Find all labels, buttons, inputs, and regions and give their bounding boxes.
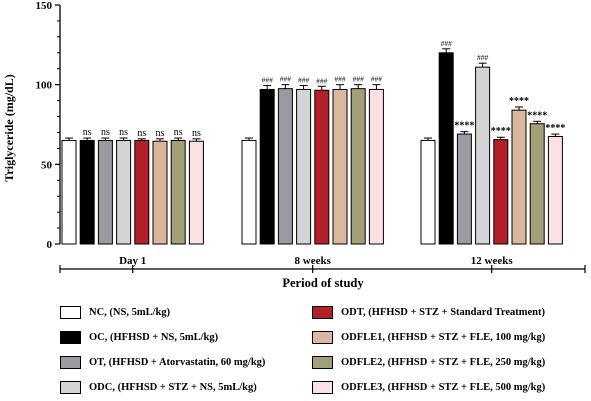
bar <box>116 139 132 245</box>
bar <box>134 139 150 245</box>
bar <box>97 139 113 245</box>
legend-swatch-odfle2 <box>312 356 333 369</box>
bar <box>475 66 491 245</box>
significance-label: ### <box>298 75 310 84</box>
bar <box>493 139 509 245</box>
bar <box>277 88 293 245</box>
significance-label: ns <box>156 128 165 139</box>
legend-item-nc: NC, (NS, 5mL/kg) <box>60 306 170 319</box>
significance-label: **** <box>527 110 547 121</box>
x-axis-label: Period of study <box>282 276 364 290</box>
legend-swatch-ot <box>60 356 81 369</box>
bar <box>529 123 545 245</box>
bar <box>241 139 257 245</box>
legend-swatch-odt <box>312 306 333 319</box>
bar <box>61 139 77 245</box>
significance-label: ns <box>137 128 146 139</box>
y-tick-label: 100 <box>36 80 53 92</box>
y-tick-label: 150 <box>36 0 53 12</box>
legend-label-odt: ODT, (HFHSD + STZ + Standard Treatment) <box>341 307 545 318</box>
significance-label: **** <box>491 126 511 137</box>
y-axis: 0 50 100 150 <box>36 0 61 251</box>
significance-label: ### <box>316 76 328 85</box>
legend-item-odt: ODT, (HFHSD + STZ + Standard Treatment) <box>312 306 545 319</box>
legend-item-odfle2: ODFLE2, (HFHSD + STZ + FLE, 250 mg/kg) <box>312 356 545 369</box>
legend-label-odfle2: ODFLE2, (HFHSD + STZ + FLE, 250 mg/kg) <box>341 357 546 368</box>
x-tick-label: Day 1 <box>119 255 146 267</box>
legend-item-odfle3: ODFLE3, (HFHSD + STZ + FLE, 500 mg/kg) <box>312 381 545 394</box>
legend-label-ot: OT, (HFHSD + Atorvastatin, 60 mg/kg) <box>89 357 266 368</box>
significance-label: **** <box>454 121 474 132</box>
significance-label: **** <box>509 96 529 107</box>
legend: NC, (NS, 5mL/kg) OC, (HFHSD + NS, 5mL/kg… <box>0 296 591 401</box>
legend-label-nc: NC, (NS, 5mL/kg) <box>89 307 171 318</box>
significance-label: ns <box>174 127 183 138</box>
x-tick-label: 8 weeks <box>295 255 332 267</box>
bar <box>296 88 312 245</box>
legend-item-ot: OT, (HFHSD + Atorvastatin, 60 mg/kg) <box>60 356 265 369</box>
bar <box>332 88 348 245</box>
bar <box>420 139 436 245</box>
bar <box>456 133 472 245</box>
legend-label-odfle1: ODFLE1, (HFHSD + STZ + FLE, 100 mg/kg) <box>341 332 546 343</box>
significance-label: ### <box>353 75 365 84</box>
bar <box>170 139 186 245</box>
legend-swatch-odc <box>60 381 81 394</box>
significance-label: ### <box>334 75 346 84</box>
x-axis: Day 1 8 weeks 12 weeks <box>59 255 586 273</box>
legend-swatch-oc <box>60 331 81 344</box>
significance-label: **** <box>545 123 565 134</box>
significance-label: ns <box>83 127 92 138</box>
significance-label: ### <box>262 75 274 84</box>
significance-label: ### <box>441 39 453 48</box>
significance-label: ### <box>477 53 489 62</box>
y-tick-label: 0 <box>47 239 53 251</box>
bar <box>188 140 204 245</box>
legend-swatch-odfle1 <box>312 331 333 344</box>
bar <box>368 88 384 245</box>
significance-label: ### <box>280 75 292 84</box>
x-tick-label: 12 weeks <box>471 255 514 267</box>
significance-label: ns <box>192 128 201 139</box>
legend-label-oc: OC, (HFHSD + NS, 5mL/kg) <box>89 332 219 343</box>
significance-label: ### <box>371 75 383 84</box>
legend-item-oc: OC, (HFHSD + NS, 5mL/kg) <box>60 331 218 344</box>
legend-swatch-odfle3 <box>312 381 333 394</box>
y-axis-label: Triglyceride (mg/dL) <box>2 74 16 181</box>
legend-label-odfle3: ODFLE3, (HFHSD + STZ + FLE, 500 mg/kg) <box>341 382 546 393</box>
bars: ns ns ns ns ns ns ns### ### ### ### ### ### ######**… <box>61 39 565 245</box>
bar <box>511 109 527 245</box>
bar <box>79 139 95 245</box>
legend-item-odc: ODC, (HFHSD + STZ + NS, 5mL/kg) <box>60 381 257 394</box>
bar <box>152 140 168 245</box>
bar <box>547 135 563 245</box>
bar <box>314 89 330 245</box>
significance-label: ns <box>119 127 128 138</box>
legend-label-odc: ODC, (HFHSD + STZ + NS, 5mL/kg) <box>89 382 257 393</box>
bar <box>259 88 275 245</box>
legend-swatch-nc <box>60 306 81 319</box>
bar <box>438 52 454 245</box>
bar <box>350 88 366 245</box>
significance-label: ns <box>101 127 110 138</box>
y-tick-label: 50 <box>41 159 53 171</box>
legend-item-odfle1: ODFLE1, (HFHSD + STZ + FLE, 100 mg/kg) <box>312 331 545 344</box>
